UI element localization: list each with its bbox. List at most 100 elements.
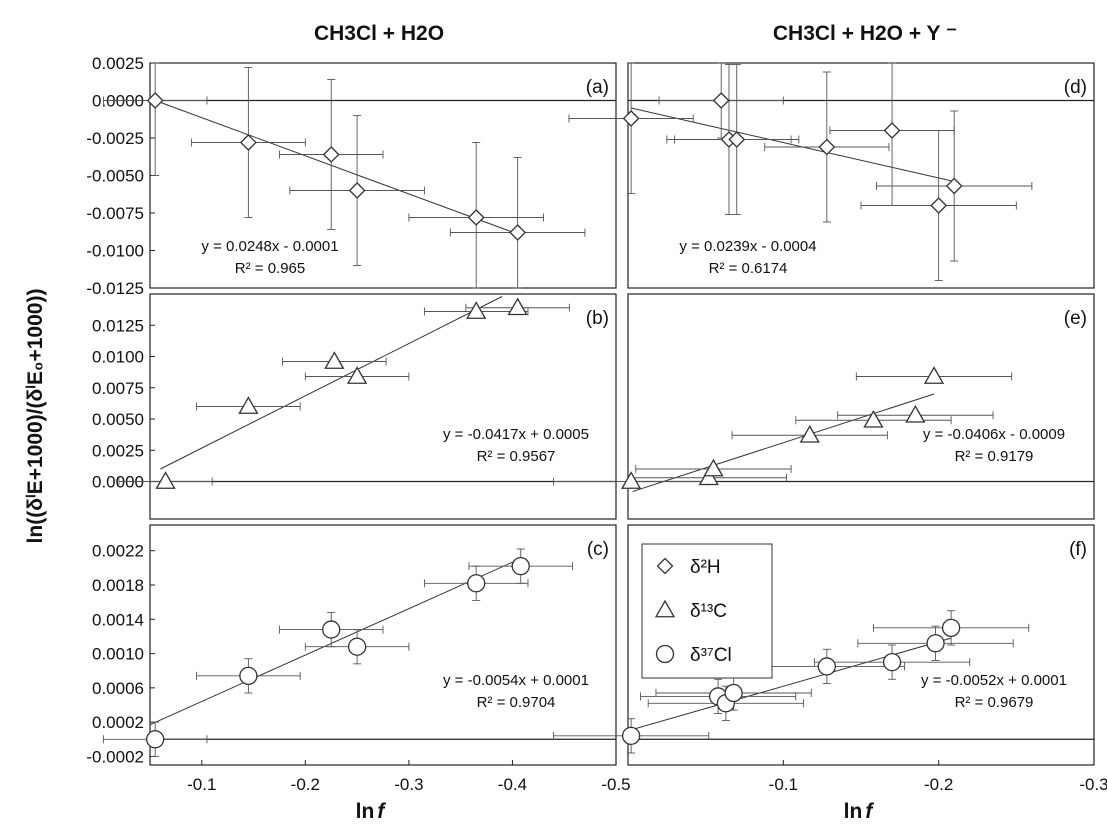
trend-line [155,100,518,235]
panel-label: (f) [1069,539,1087,560]
data-point-diamond [239,134,257,151]
x-tick-label: -0.3 [1079,775,1107,794]
y-tick-label: 0.0002 [92,713,144,732]
data-point-triangle [155,471,176,489]
y-tick-label: 0.0050 [92,410,144,429]
data-point-triangle [905,404,926,423]
data-point-circle [817,657,836,676]
data-point-circle [347,637,367,656]
data-point-triangle [238,396,259,414]
r-squared: R² = 0.9567 [477,448,556,465]
trend-line [630,637,952,731]
y-tick-label: -0.0050 [86,167,144,186]
column-title-right: CH3Cl + H2O + Y ⁻ [773,22,957,45]
panel-label: (b) [586,308,609,329]
data-point-circle [239,666,258,686]
regression-equation: y = -0.0417x + 0.0005 [443,426,589,443]
r-squared: R² = 0.965 [235,260,305,277]
x-tick-label: -0.3 [394,775,423,794]
data-point-circle [941,618,961,638]
y-tick-label: -0.0002 [86,747,144,766]
data-point-triangle [466,301,487,319]
x-axis-title-right: ln f [844,800,875,823]
panel-e: (e) y = -0.0406x - 0.0009 R² = 0.9179 [552,293,1095,520]
y-tick-label: 0.0000 [92,92,144,111]
panels: 0.0025 0.0000 -0.0025 -0.0050 -0.0075 -0.0100… [86,54,1107,794]
panel-label: (d) [1064,77,1087,98]
plot-frame [149,524,617,766]
data-point-diamond [883,122,901,139]
panel-d: (d) y = 0.0239x - 0.0004 R² = 0.6174 [568,62,1095,289]
data-point-triangle [324,351,345,369]
data-point-circle [621,726,641,746]
x-tick-label: -0.1 [769,775,798,794]
legend-marker-triangle [654,599,676,618]
data-point-diamond [146,92,164,109]
data-point-diamond [818,138,836,156]
panel-label: (a) [586,77,609,98]
data-point-diamond [509,224,527,241]
panel-label: (c) [587,539,609,560]
data-point-circle [146,730,165,749]
data-point-diamond [945,177,963,195]
data-point-triangle [507,297,528,316]
y-tick-label: -0.0075 [86,204,144,223]
r-squared: R² = 0.9704 [477,694,556,711]
y-tick-label: -0.0125 [86,279,144,298]
y-axis-title: ln((δⁱE+1000)/(δⁱE₀+1000)) [24,289,47,544]
data-point-triangle [698,467,719,486]
y-tick-label: 0.0022 [92,542,144,561]
r-squared: R² = 0.9179 [955,448,1034,465]
panel-label: (e) [1064,308,1087,329]
regression-equation: y = -0.0052x + 0.0001 [921,672,1067,689]
x-tick-label: -0.2 [291,775,320,794]
legend: δ²H δ¹³C δ³⁷Cl [641,543,773,679]
data-point-diamond [728,131,746,148]
panel-c: 0.0022 0.0018 0.0014 0.0010 0.0006 0.0002 -0.0… [86,524,631,794]
y-tick-label: -0.0100 [86,242,144,261]
legend-label: δ³⁷Cl [690,645,732,666]
regression-equation: y = -0.0406x - 0.0009 [923,426,1065,443]
legend-marker-diamond [656,557,674,575]
y-tick-label: 0.0018 [92,576,144,595]
y-tick-label: 0.0100 [92,348,144,367]
panel-f: -0.1 -0.2 -0.3 (f) y = -0.0052x + 0.0001 R² =… [552,524,1107,794]
x-tick-label: -0.5 [601,775,630,794]
regression-equation: y = -0.0054x + 0.0001 [443,672,589,689]
x-tick-label: -0.4 [498,775,527,794]
data-point-circle [467,574,486,593]
data-point-triangle [799,424,820,443]
data-point-triangle [863,409,884,428]
y-tick-label: 0.0125 [92,316,144,335]
data-point-circle [322,620,341,639]
data-point-diamond [930,197,948,214]
trend-line [630,107,955,182]
data-point-diamond [467,209,485,226]
y-tick-label: 0.0075 [92,379,144,398]
y-tick-label: 0.0014 [92,610,144,629]
data-point-triangle [346,366,368,384]
legend-label: δ¹³C [690,601,727,622]
r-squared: R² = 0.6174 [709,260,788,277]
trend-line [149,557,524,726]
x-tick-label: -0.2 [924,775,953,794]
x-tick-label: -0.1 [187,775,216,794]
y-tick-label: 0.0000 [92,473,144,492]
legend-marker-circle [655,644,675,664]
y-tick-label: 0.0025 [92,54,144,73]
trend-line [632,393,935,492]
regression-equation: y = 0.0239x - 0.0004 [679,238,816,255]
legend-label: δ²H [690,557,721,578]
data-point-circle [926,634,945,653]
trend-line [160,296,503,470]
data-point-diamond [348,182,366,199]
data-point-diamond [712,92,730,109]
panel-a: 0.0025 0.0000 -0.0025 -0.0050 -0.0075 -0.0100… [86,54,617,298]
data-point-circle [511,556,530,576]
y-tick-label: 0.0010 [92,645,144,664]
y-tick-label: 0.0006 [92,679,144,698]
y-tick-label: 0.0025 [92,441,144,460]
data-point-triangle [703,458,724,477]
data-point-diamond [322,146,340,163]
